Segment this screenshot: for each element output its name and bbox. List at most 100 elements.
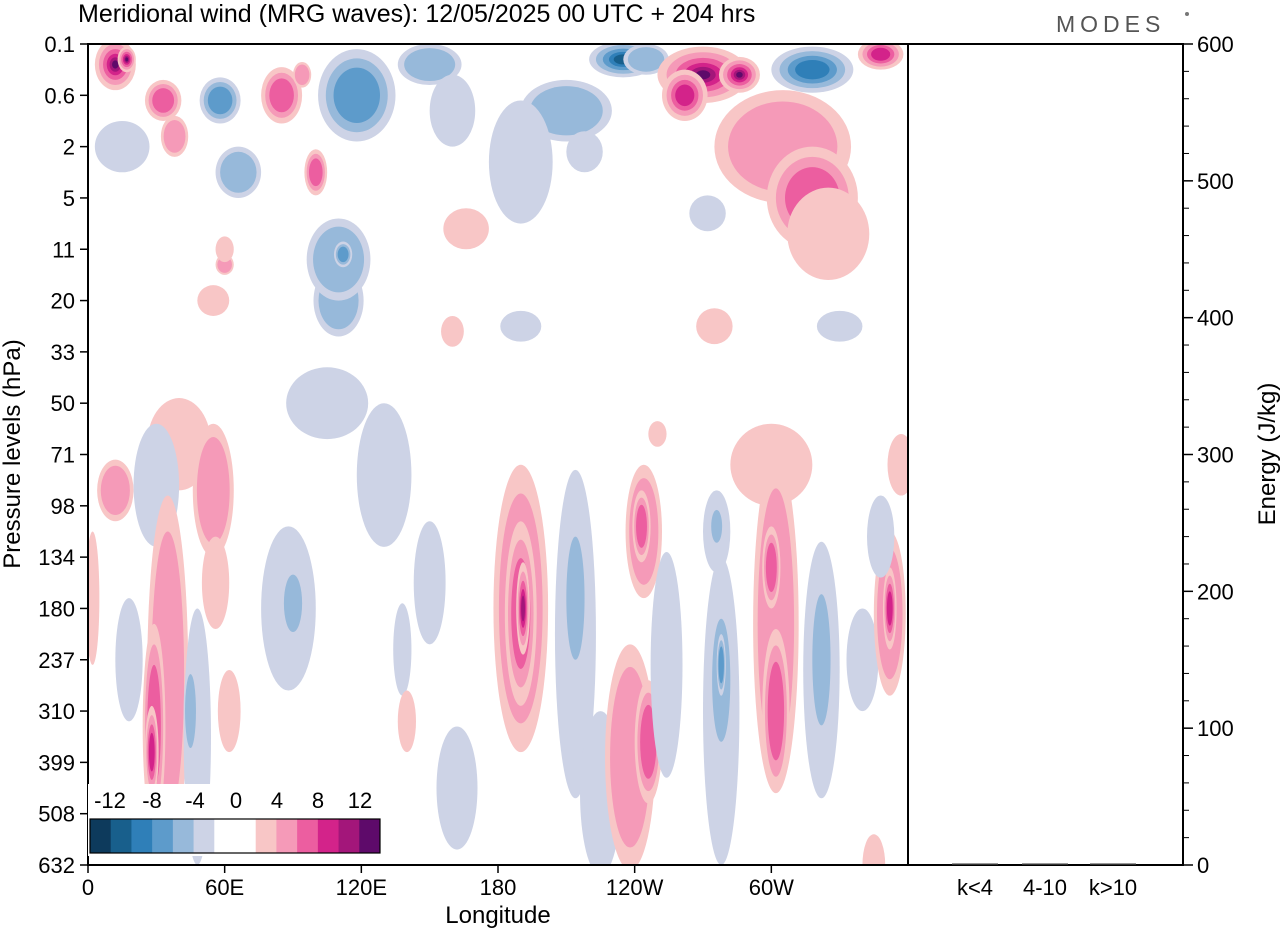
contour-band bbox=[436, 726, 478, 850]
contour-band bbox=[148, 732, 155, 772]
wind-anomaly-blob bbox=[857, 44, 904, 70]
wind-anomaly-blob bbox=[862, 834, 886, 865]
contour-band bbox=[115, 598, 143, 722]
wind-anomaly-blob bbox=[887, 433, 908, 496]
colorbar-label: 12 bbox=[348, 788, 372, 813]
logo-mark-icon bbox=[1185, 12, 1189, 16]
y-tick-label: 310 bbox=[38, 699, 75, 724]
contour-band bbox=[765, 542, 777, 593]
colorbar-segment bbox=[359, 819, 381, 853]
colorbar-segment bbox=[214, 819, 236, 853]
y-tick-label: 134 bbox=[38, 545, 75, 570]
wind-anomaly-blob bbox=[716, 634, 726, 696]
wind-anomaly-blob bbox=[413, 521, 446, 645]
y-tick-label: 632 bbox=[38, 853, 75, 878]
energy-tick-label: 100 bbox=[1197, 716, 1234, 741]
contour-band bbox=[846, 608, 879, 712]
wind-anomaly-blob bbox=[117, 46, 136, 73]
contour-band bbox=[152, 88, 175, 113]
y-tick-label: 2 bbox=[63, 135, 75, 160]
wind-anomaly-blob bbox=[566, 131, 603, 173]
colorbar-segment bbox=[152, 819, 174, 853]
contour-band bbox=[711, 509, 723, 543]
contour-band bbox=[163, 119, 186, 153]
wind-anomaly-blob bbox=[201, 536, 230, 629]
wind-anomaly-blob bbox=[689, 195, 726, 232]
contour-band bbox=[217, 670, 241, 753]
contour-band bbox=[125, 57, 129, 62]
wind-anomaly-blob bbox=[810, 577, 833, 742]
wind-anomaly-blob bbox=[696, 308, 733, 345]
wind-anomaly-blob bbox=[709, 505, 724, 547]
contour-band bbox=[767, 661, 785, 761]
contour-band bbox=[215, 236, 234, 263]
colorbar: -12 -8 -4 0 4 8 12 bbox=[88, 784, 382, 856]
colorbar-label: -12 bbox=[94, 788, 126, 813]
wind-anomaly-blob bbox=[662, 69, 708, 121]
colorbar-segment bbox=[131, 819, 153, 853]
x-tick-label: 180 bbox=[480, 875, 517, 900]
contour-band bbox=[862, 834, 886, 865]
contour-band bbox=[867, 495, 895, 578]
contour-band bbox=[500, 310, 542, 342]
contour-band bbox=[736, 71, 743, 78]
contour-band bbox=[566, 131, 603, 173]
energy-category-label: 4-10 bbox=[1023, 875, 1067, 900]
y-tick-label: 20 bbox=[51, 289, 75, 314]
contour-band bbox=[185, 674, 196, 749]
contour-band bbox=[197, 285, 230, 316]
energy-tick-label: 300 bbox=[1197, 443, 1234, 468]
wind-anomaly-blob bbox=[281, 567, 305, 640]
wind-anomaly-blob bbox=[564, 521, 587, 676]
wind-anomaly-blob bbox=[318, 49, 396, 142]
y-tick-label: 5 bbox=[63, 186, 75, 211]
y-tick-label: 33 bbox=[51, 340, 75, 365]
wind-anomaly-blob bbox=[97, 459, 134, 522]
colorbar-label: 0 bbox=[230, 788, 242, 813]
energy-tick-label: 0 bbox=[1197, 853, 1209, 878]
contour-band bbox=[521, 595, 525, 622]
contour-band bbox=[196, 437, 230, 544]
wind-anomaly-blob bbox=[356, 403, 412, 547]
wind-anomaly-blob bbox=[217, 670, 241, 753]
y-tick-label: 399 bbox=[38, 750, 75, 775]
contour-band bbox=[356, 403, 412, 547]
wind-anomaly-blob bbox=[215, 146, 262, 198]
y-tick-label: 50 bbox=[51, 391, 75, 416]
contour-band bbox=[650, 551, 683, 778]
wind-anomaly-blob bbox=[293, 61, 312, 88]
contour-band bbox=[636, 504, 647, 548]
contour-band bbox=[689, 195, 726, 232]
contour-band bbox=[201, 536, 230, 629]
wind-anomaly-blob bbox=[286, 367, 369, 440]
colorbar-label: 4 bbox=[271, 788, 283, 813]
contour-band bbox=[441, 315, 464, 347]
y-tick-label: 180 bbox=[38, 596, 75, 621]
contour-band bbox=[718, 646, 724, 684]
wind-anomaly-blob bbox=[197, 285, 230, 316]
colorbar-label: 8 bbox=[312, 788, 324, 813]
colorbar-segment bbox=[255, 819, 277, 853]
x-tick-label: 60E bbox=[205, 875, 244, 900]
contour-band bbox=[887, 433, 908, 496]
colorbar-segment bbox=[193, 819, 215, 853]
x-tick-label: 120E bbox=[336, 875, 387, 900]
colorbar-segment bbox=[338, 819, 360, 853]
y-tick-label: 71 bbox=[51, 443, 75, 468]
colorbar-frame bbox=[89, 818, 381, 854]
contour-band bbox=[393, 603, 412, 696]
pressure-axis: 0.1 0.6 2 5 11 20 33 50 71 98 134 180 237 310 399 508 63… bbox=[38, 32, 88, 878]
contour-band bbox=[640, 704, 657, 779]
wind-anomaly-blob bbox=[867, 495, 895, 578]
contour-band bbox=[413, 521, 446, 645]
wind-anomaly-blob bbox=[762, 526, 781, 609]
contour-band bbox=[294, 64, 310, 86]
contour-band bbox=[220, 151, 257, 193]
contour-band bbox=[333, 67, 381, 124]
contour-band bbox=[488, 100, 553, 224]
contour-band bbox=[337, 246, 349, 263]
y-tick-label: 237 bbox=[38, 648, 75, 673]
wind-anomaly-blob bbox=[429, 74, 476, 147]
contour-band bbox=[529, 86, 603, 136]
